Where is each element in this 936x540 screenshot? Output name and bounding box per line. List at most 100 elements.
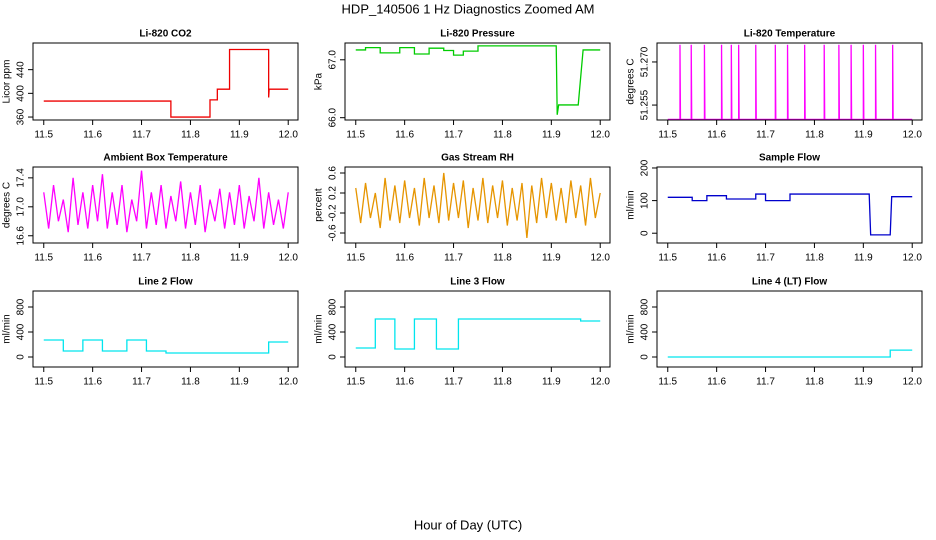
y-axis-label: Licor ppm [2, 60, 13, 104]
x-axis-label: Hour of Day (UTC) [414, 517, 522, 532]
y-axis-label: ml/min [626, 314, 637, 343]
x-tick-label: 11.6 [83, 377, 102, 388]
x-tick-label: 11.8 [805, 130, 824, 141]
x-tick-label: 11.9 [230, 377, 249, 388]
x-tick-label: 12.0 [590, 130, 610, 141]
x-tick-label: 11.9 [542, 377, 561, 388]
x-tick-label: 12.0 [902, 253, 922, 264]
y-tick-label: 200 [640, 159, 651, 176]
x-tick-label: 11.6 [395, 130, 414, 141]
data-line [355, 45, 601, 115]
x-tick-label: 11.5 [346, 253, 365, 264]
panel-title: Ambient Box Temperature [103, 153, 228, 164]
x-tick-label: 11.7 [444, 130, 463, 141]
x-tick-label: 12.0 [590, 377, 610, 388]
x-tick-label: 12.0 [278, 130, 298, 141]
plot-frame [656, 290, 923, 368]
panel-title: Line 4 (LT) Flow [752, 277, 828, 288]
y-tick-label: 400 [328, 323, 339, 340]
plot-frame [32, 290, 299, 368]
data-line [355, 318, 601, 350]
y-tick-label: 66.0 [328, 108, 339, 128]
x-tick-label: 12.0 [278, 253, 298, 264]
plot-frame [656, 166, 923, 244]
panel-title: Li-820 Pressure [440, 29, 515, 40]
x-tick-label: 11.7 [756, 377, 775, 388]
x-tick-label: 11.6 [707, 130, 726, 141]
x-tick-label: 11.7 [756, 253, 775, 264]
y-axis-label: ml/min [2, 314, 13, 343]
y-tick-label: 800 [16, 298, 27, 315]
y-tick-label: 16.6 [16, 226, 27, 246]
x-tick-label: 11.7 [132, 253, 151, 264]
y-tick-label: 400 [16, 323, 27, 340]
y-tick-label: 0 [640, 354, 651, 360]
x-tick-label: 11.5 [346, 377, 365, 388]
panel-title: Li-820 Temperature [744, 29, 836, 40]
x-tick-label: 11.6 [83, 130, 102, 141]
x-tick-label: 11.9 [230, 130, 249, 141]
x-tick-label: 11.8 [493, 253, 512, 264]
y-tick-label: -0.6 [328, 224, 339, 242]
plot-frame [344, 166, 611, 244]
panel-title: Sample Flow [759, 153, 820, 164]
plot-frame [344, 290, 611, 368]
x-tick-label: 11.6 [395, 377, 414, 388]
y-tick-label: 800 [328, 298, 339, 315]
y-tick-label: 400 [16, 85, 27, 102]
data-line [667, 44, 913, 120]
y-tick-label: 0 [328, 354, 339, 360]
y-axis-label: ml/min [626, 190, 637, 219]
x-tick-label: 11.9 [854, 130, 873, 141]
y-tick-label: 0 [16, 354, 27, 360]
data-line [43, 48, 289, 118]
y-tick-label: 100 [640, 192, 651, 209]
x-tick-label: 11.8 [493, 130, 512, 141]
y-tick-label: 0.6 [328, 166, 339, 180]
y-tick-label: 67.0 [328, 50, 339, 70]
y-tick-label: 17.0 [16, 197, 27, 217]
plot-frame [32, 42, 299, 121]
x-tick-label: 11.8 [181, 253, 200, 264]
y-axis-label: degrees C [2, 182, 13, 228]
x-tick-label: 11.5 [34, 377, 53, 388]
x-tick-label: 11.7 [444, 377, 463, 388]
x-tick-label: 11.6 [83, 253, 102, 264]
x-tick-label: 11.5 [658, 377, 677, 388]
x-tick-label: 11.7 [444, 253, 463, 264]
x-tick-label: 12.0 [278, 377, 298, 388]
plot-frame [344, 42, 611, 121]
y-tick-label: 800 [640, 298, 651, 315]
y-tick-label: -0.2 [328, 204, 339, 222]
panel-title: Li-820 CO2 [139, 29, 192, 40]
y-tick-label: 0.2 [328, 186, 339, 200]
panel-title: Gas Stream RH [441, 153, 514, 164]
x-tick-label: 11.9 [542, 130, 561, 141]
y-tick-label: 51.270 [640, 46, 651, 77]
x-tick-label: 11.8 [805, 253, 824, 264]
x-tick-label: 11.5 [658, 130, 677, 141]
y-tick-label: 440 [16, 61, 27, 78]
y-axis-label: degrees C [626, 58, 637, 104]
x-tick-label: 11.6 [707, 377, 726, 388]
y-axis-label: kPa [314, 72, 325, 90]
x-tick-label: 11.6 [707, 253, 726, 264]
data-line [667, 193, 913, 236]
x-tick-label: 11.5 [346, 130, 365, 141]
x-tick-label: 11.7 [132, 130, 151, 141]
x-tick-label: 11.9 [542, 253, 561, 264]
panel-title: Line 3 Flow [450, 277, 505, 288]
x-tick-label: 11.7 [132, 377, 151, 388]
x-tick-label: 11.6 [395, 253, 414, 264]
y-tick-label: 400 [640, 323, 651, 340]
x-tick-label: 11.8 [805, 377, 824, 388]
x-tick-label: 11.5 [658, 253, 677, 264]
y-tick-label: 51.255 [640, 89, 651, 120]
y-tick-label: 0 [640, 230, 651, 236]
x-tick-label: 11.8 [493, 377, 512, 388]
x-tick-label: 11.9 [854, 377, 873, 388]
data-line [355, 172, 601, 239]
